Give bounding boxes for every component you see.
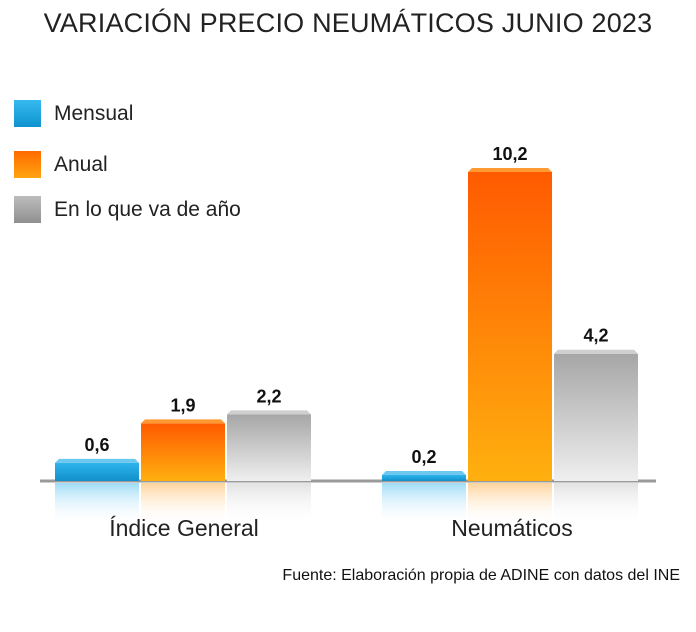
- source-note: Fuente: Elaboración propia de ADINE con …: [282, 567, 680, 584]
- legend-label-anual: Anual: [54, 153, 108, 176]
- legend-swatch-en-lo-que-va: [14, 196, 41, 223]
- bar-neumaticos-en-lo-que-va: [554, 353, 638, 481]
- legend-swatch-anual: [14, 151, 41, 178]
- value-label-indice-general-en-lo-que-va: 2,2: [256, 386, 281, 406]
- value-label-indice-general-mensual: 0,6: [84, 435, 109, 455]
- bar-indice-general-en-lo-que-va-reflection: [227, 483, 311, 525]
- bar-neumaticos-anual-top: [468, 167, 552, 172]
- bar-indice-general-mensual-top: [55, 458, 139, 463]
- bar-reflections: [55, 483, 638, 525]
- bar-indice-general-mensual-reflection: [55, 483, 139, 525]
- bar-neumaticos-en-lo-que-va-top: [554, 349, 638, 354]
- bar-indice-general-anual-reflection: [141, 483, 225, 525]
- value-label-neumaticos-en-lo-que-va: 4,2: [583, 326, 608, 346]
- bar-neumaticos-mensual-top: [382, 470, 466, 475]
- bar-neumaticos-anual: [468, 171, 552, 481]
- chart-title: VARIACIÓN PRECIO NEUMÁTICOS JUNIO 2023: [43, 8, 653, 38]
- category-label-indice-general: Índice General: [109, 515, 259, 541]
- value-label-neumaticos-anual: 10,2: [492, 144, 527, 164]
- bar-neumaticos-mensual-reflection: [382, 483, 466, 525]
- value-labels: 0,6 1,9 2,2 0,2 10,2 4,2: [84, 144, 608, 467]
- bar-indice-general-mensual: [55, 462, 139, 481]
- bar-indice-general-en-lo-que-va-top: [227, 410, 311, 415]
- value-label-indice-general-anual: 1,9: [170, 395, 195, 415]
- bar-neumaticos-mensual: [382, 474, 466, 481]
- bar-indice-general-en-lo-que-va: [227, 414, 311, 481]
- bar-indice-general-anual: [141, 423, 225, 481]
- category-label-neumaticos: Neumáticos: [451, 515, 572, 541]
- value-label-neumaticos-mensual: 0,2: [411, 447, 436, 467]
- bar-neumaticos-en-lo-que-va-reflection: [554, 483, 638, 525]
- legend-swatch-mensual: [14, 100, 41, 127]
- legend-label-mensual: Mensual: [54, 102, 134, 125]
- bars: [55, 167, 638, 481]
- bar-neumaticos-anual-reflection: [468, 483, 552, 525]
- bar-indice-general-anual-top: [141, 419, 225, 424]
- legend-label-en-lo-que-va: En lo que va de año: [54, 198, 241, 221]
